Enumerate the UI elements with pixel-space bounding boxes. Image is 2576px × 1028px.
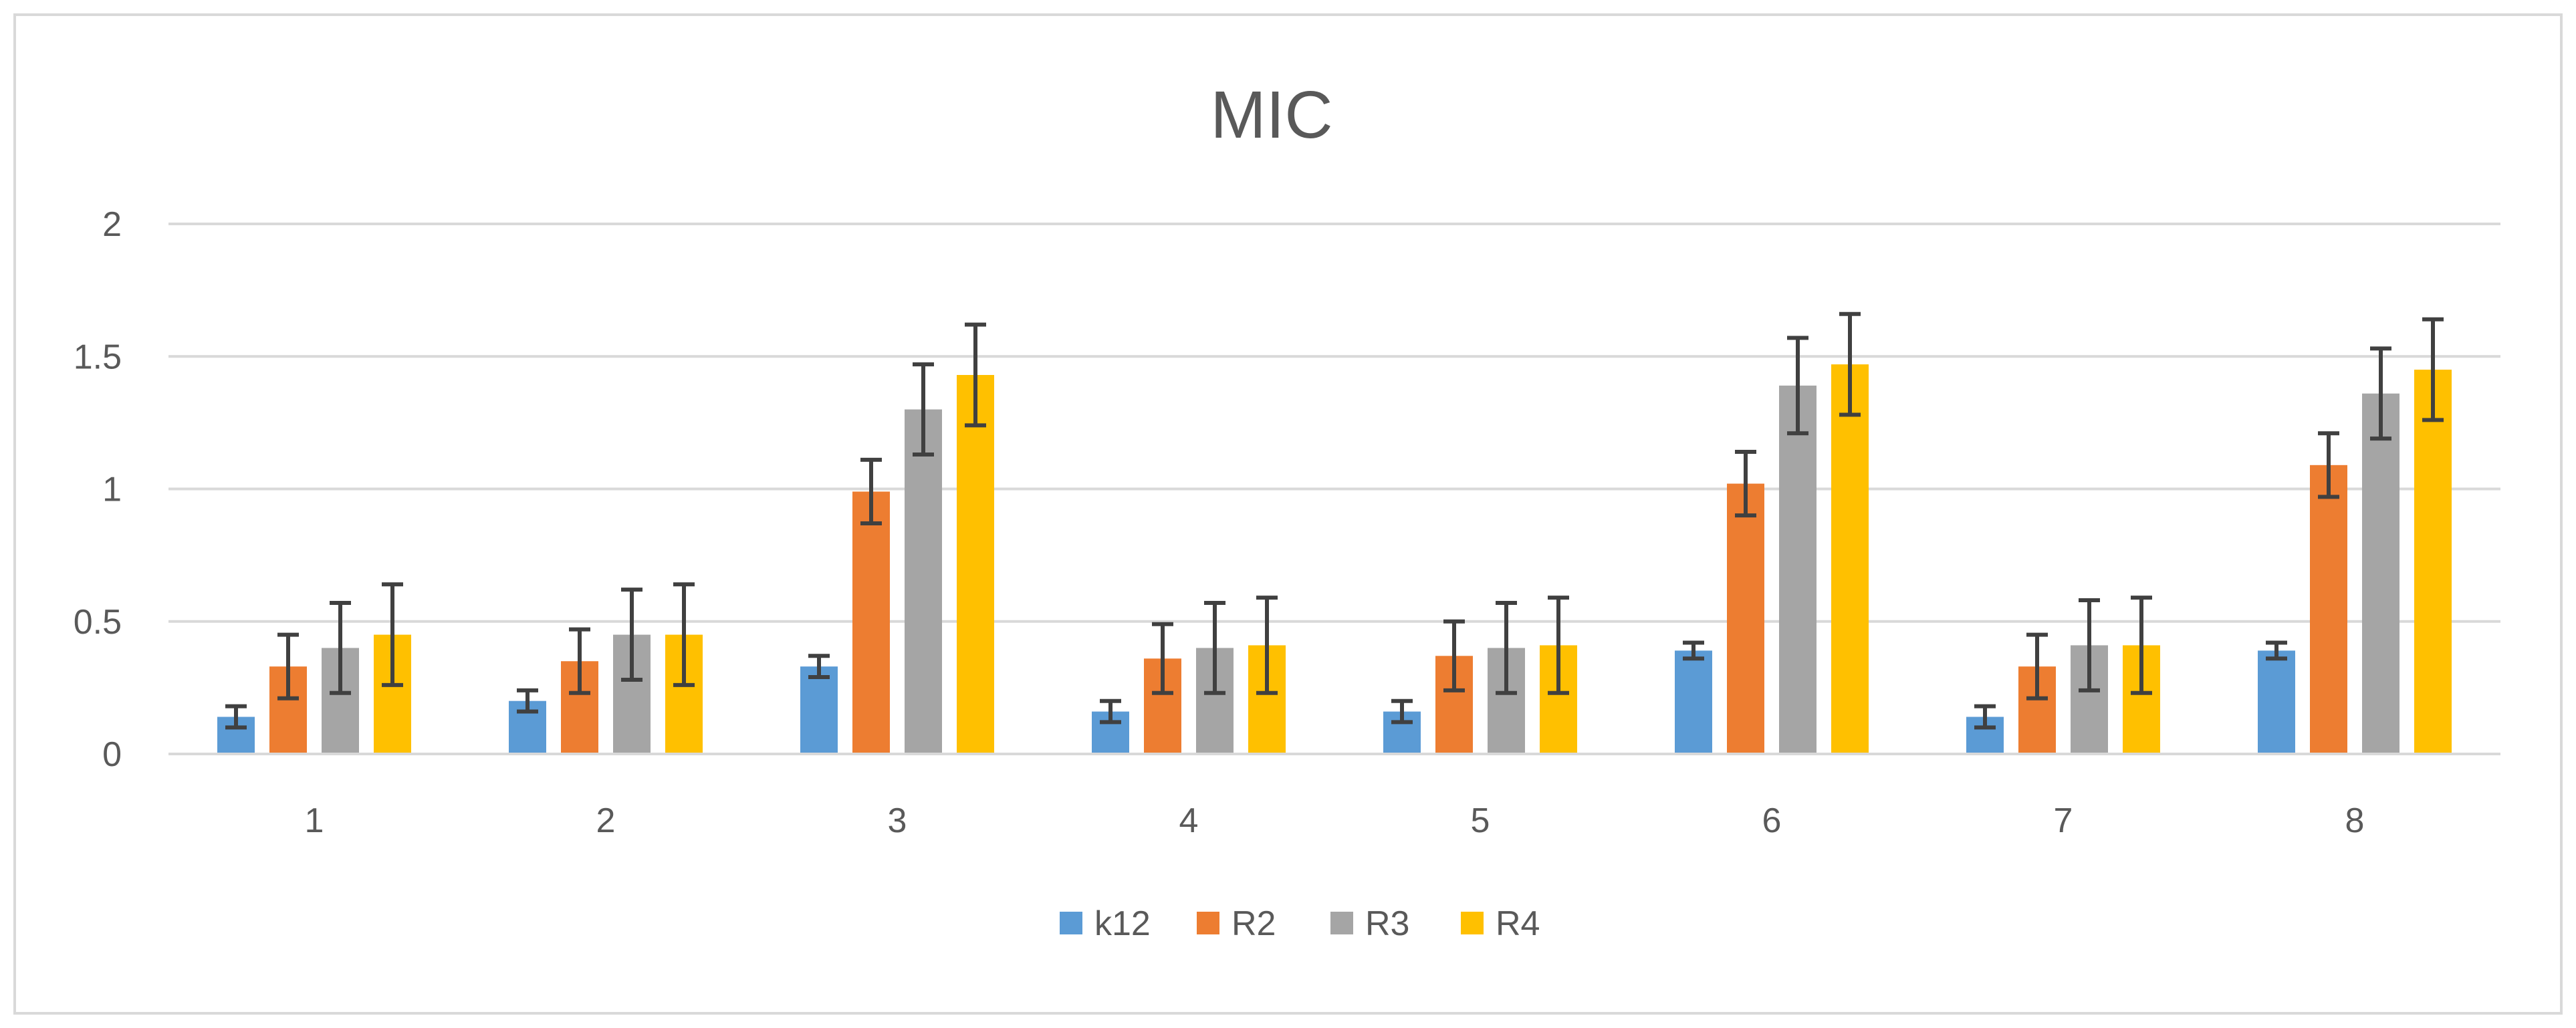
error-bar-r3-3 [913,362,934,457]
error-bar-r4-7 [2131,596,2152,695]
x-tick-label: 3 [888,801,907,840]
error-bar-k12-2 [517,688,538,714]
error-bar-r2-8 [2318,431,2339,499]
legend-swatch [1060,912,1082,934]
chart-border [13,13,2563,1015]
legend-item-r3: R3 [1330,904,1409,943]
error-bar-r4-8 [2422,317,2444,422]
legend-item-k12: k12 [1060,904,1151,943]
error-bar-r2-6 [1735,449,1756,518]
y-tick-label: 1.5 [74,338,122,376]
gridlines [168,223,2500,623]
x-tick-label: 8 [2345,801,2365,840]
error-bar-r3-7 [2079,598,2100,692]
error-bar-k12-1 [225,704,247,730]
bar-r2-8 [2310,465,2347,754]
x-tick-label: 1 [305,801,324,840]
x-tick-label: 7 [2054,801,2073,840]
bar-k12-8 [2258,650,2295,754]
x-tick-label: 5 [1471,801,1490,840]
error-bar-r4-5 [1548,596,1569,695]
y-tick-label: 0 [102,735,122,774]
legend-label: R2 [1232,904,1276,943]
legend: k12 R2 R3 R4 [1060,904,1540,943]
y-tick-label: 0.5 [74,603,122,642]
error-bar-r2-3 [860,457,882,526]
error-bar-k12-8 [2266,640,2287,661]
x-tick-label: 4 [1179,801,1199,840]
bar-k12-6 [1675,650,1712,754]
y-tick-label: 1 [102,471,122,509]
legend-label: R4 [1496,904,1540,943]
error-bars [225,311,2444,730]
error-bar-k12-5 [1391,698,1413,725]
legend-item-r4: R4 [1461,904,1540,943]
bar-r3-3 [905,409,942,754]
error-bar-r3-4 [1204,600,1225,695]
error-bar-r4-2 [673,582,695,687]
bar-r3-6 [1779,385,1817,754]
error-bar-r4-3 [965,322,986,428]
bar-r4-6 [1831,364,1869,754]
error-bar-k12-3 [808,654,830,680]
bar-r3-8 [2362,393,2399,754]
bars [217,364,2452,754]
legend-label: k12 [1094,904,1151,943]
error-bar-r2-7 [2026,632,2048,700]
error-bar-r2-1 [277,632,299,700]
error-bar-r2-5 [1443,619,1465,692]
error-bar-r4-6 [1839,311,1861,417]
error-bar-k12-6 [1683,640,1704,661]
legend-swatch [1461,912,1484,934]
bar-k12-3 [800,666,838,754]
error-bar-r2-2 [569,627,590,695]
bar-r2-6 [1727,483,1764,754]
chart-title: MIC [1210,78,1332,152]
x-tick-label: 2 [596,801,616,840]
x-axis-ticks: 1 2 3 4 5 6 7 8 [305,801,2365,840]
error-bar-r4-4 [1256,596,1278,695]
error-bar-r3-1 [330,600,351,695]
bar-r4-3 [957,375,994,754]
legend-swatch [1197,912,1219,934]
error-bar-r3-5 [1496,600,1517,695]
bar-r2-3 [852,491,890,754]
error-bar-k12-4 [1100,698,1121,725]
y-tick-label: 2 [102,205,122,244]
legend-swatch [1330,912,1353,934]
error-bar-r3-6 [1787,336,1808,436]
y-axis-ticks: 0 0.5 1 1.5 2 [74,205,122,774]
legend-item-r2: R2 [1197,904,1276,943]
x-tick-label: 6 [1762,801,1782,840]
error-bar-r4-1 [382,582,403,687]
error-bar-r2-4 [1152,622,1173,695]
legend-label: R3 [1365,904,1409,943]
error-bar-r3-2 [621,588,642,682]
error-bar-k12-7 [1974,704,1996,730]
error-bar-r3-8 [2370,346,2391,441]
bar-r4-8 [2414,370,2452,754]
